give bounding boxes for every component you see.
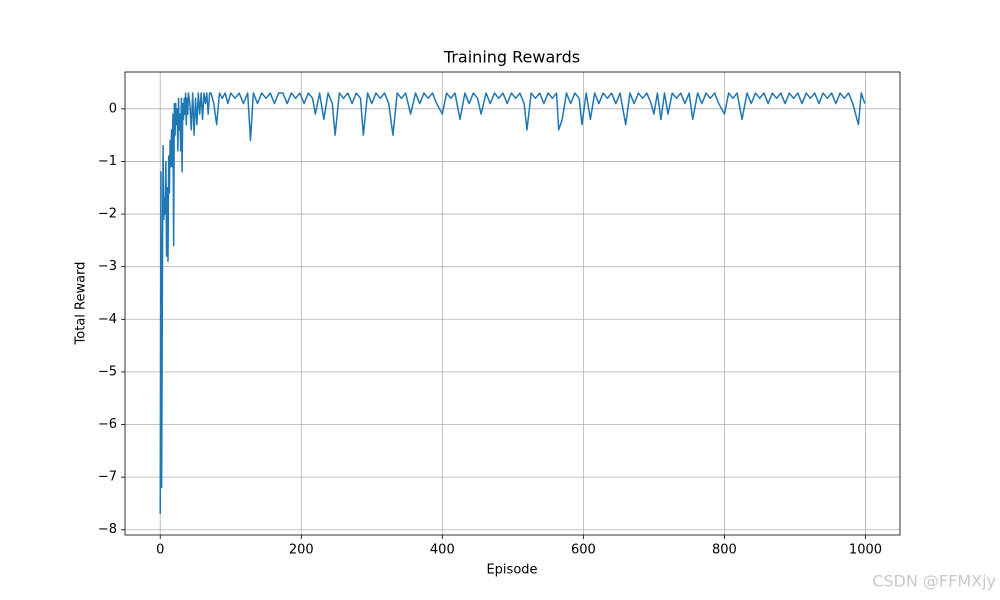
chart-title: Training Rewards xyxy=(443,48,580,67)
y-tick-label: −4 xyxy=(98,312,117,327)
y-tick-label: −5 xyxy=(98,364,117,379)
x-tick-label: 800 xyxy=(712,543,737,558)
y-tick-label: −2 xyxy=(98,207,117,222)
y-tick-label: −1 xyxy=(98,154,117,169)
y-tick-label: −8 xyxy=(98,522,117,537)
x-tick-label: 400 xyxy=(430,543,455,558)
x-tick-label: 0 xyxy=(156,543,164,558)
x-tick-label: 1000 xyxy=(849,543,882,558)
watermark: CSDN @FFMXjy xyxy=(872,572,996,591)
y-axis-label: Total Reward xyxy=(74,262,89,346)
y-tick-label: −6 xyxy=(98,417,117,432)
x-tick-label: 600 xyxy=(571,543,596,558)
y-tick-label: −7 xyxy=(98,470,117,485)
y-tick-label: −3 xyxy=(98,259,117,274)
line-series xyxy=(159,92,866,514)
y-tick-label: 0 xyxy=(109,101,117,116)
x-tick-label: 200 xyxy=(289,543,314,558)
plot-frame xyxy=(124,71,901,536)
x-axis-label: Episode xyxy=(486,563,537,578)
